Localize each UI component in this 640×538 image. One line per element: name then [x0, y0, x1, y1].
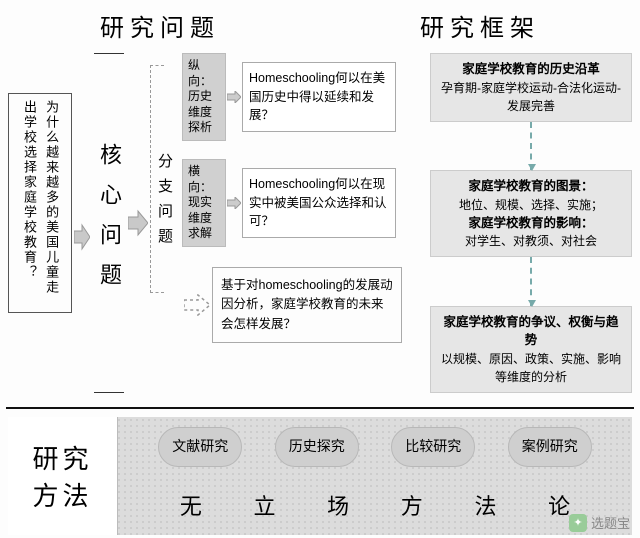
future-question-box: 基于对homeschooling的发展动因分析，家庭学校教育的未来会怎样发展？ — [212, 267, 402, 343]
sub-questions-column: 纵向：历史维度探析 Homeschooling何以在美国历史中得以延续和发展？ … — [182, 53, 412, 393]
watermark: ✦ 选题宝 — [569, 513, 630, 532]
dashed-down-arrow-icon — [430, 257, 632, 305]
stance-char: 法 — [474, 489, 496, 521]
sub-tag-vertical: 纵向：历史维度探析 — [182, 53, 226, 141]
framework-title: 家庭学校教育的历史沿革 — [439, 60, 623, 79]
sub-question-box: Homeschooling何以在现实中被美国公众选择和认可？ — [242, 168, 396, 238]
stance-char: 立 — [253, 489, 275, 521]
stance-char: 场 — [327, 489, 349, 521]
method-pill-compare: 比较研究 — [391, 427, 475, 467]
framework-box-landscape: 家庭学校教育的图景： 地位、规模、选择、实施； 家庭学校教育的影响： 对学生、对… — [430, 170, 632, 258]
stance-char: 论 — [548, 489, 570, 521]
sub-question-row: 纵向：历史维度探析 Homeschooling何以在美国历史中得以延续和发展？ — [182, 53, 412, 141]
branch-bracket: 分支问题 — [150, 53, 182, 393]
framework-title: 家庭学校教育的争议、权衡与趋势 — [439, 313, 623, 351]
methods-label-line2: 方法 — [32, 476, 92, 513]
dotted-arrow-icon — [182, 294, 212, 316]
neutral-stance-row: 无 立 场 方 法 论 — [118, 489, 632, 521]
core-question-label: 核心问题 — [94, 53, 124, 393]
arrow-icon — [226, 197, 242, 209]
block-arrow-icon — [74, 223, 90, 251]
dashed-down-arrow-icon — [430, 122, 632, 170]
header-research-framework: 研究框架 — [320, 8, 640, 43]
framework-box-trends: 家庭学校教育的争议、权衡与趋势 以规模、原因、政策、实施、影响等维度的分析 — [430, 306, 632, 394]
methods-pill-row: 文献研究 历史探究 比较研究 案例研究 — [118, 417, 632, 467]
divider — [6, 407, 634, 409]
arrow-to-core — [72, 53, 90, 393]
framework-title: 家庭学校教育的图景： — [439, 177, 623, 196]
guiding-question-box: 为什么越来越多的美国儿童走出学校选择家庭学校教育？ — [8, 93, 72, 313]
arrow-icon — [226, 91, 242, 103]
framework-body: 地位、规模、选择、实施； — [439, 196, 623, 214]
framework-title: 家庭学校教育的影响： — [439, 214, 623, 233]
main-diagram: 为什么越来越多的美国儿童走出学校选择家庭学校教育？ 核心问题 分支问题 纵向：历… — [0, 53, 640, 393]
methods-label: 研究 方法 — [8, 417, 118, 535]
future-question-row: 基于对homeschooling的发展动因分析，家庭学校教育的未来会怎样发展？ — [182, 267, 412, 343]
block-arrow-icon — [128, 209, 148, 237]
framework-box-history: 家庭学校教育的历史沿革 孕育期-家庭学校运动-合法化运动-发展完善 — [430, 53, 632, 122]
sub-question-row: 横向：现实维度求解 Homeschooling何以在现实中被美国公众选择和认可？ — [182, 159, 412, 247]
methods-label-line1: 研究 — [32, 439, 92, 476]
header-research-question: 研究问题 — [0, 8, 320, 43]
branch-label: 分支问题 — [154, 153, 175, 253]
method-pill-history: 历史探究 — [275, 427, 359, 467]
framework-body: 对学生、对教须、对社会 — [439, 232, 623, 250]
method-pill-case: 案例研究 — [508, 427, 592, 467]
sub-question-box: Homeschooling何以在美国历史中得以延续和发展？ — [242, 62, 396, 132]
framework-body: 孕育期-家庭学校运动-合法化运动-发展完善 — [439, 79, 623, 115]
framework-column: 家庭学校教育的历史沿革 孕育期-家庭学校运动-合法化运动-发展完善 家庭学校教育… — [412, 53, 632, 393]
framework-body: 以规模、原因、政策、实施、影响等维度的分析 — [439, 350, 623, 386]
stance-char: 无 — [180, 489, 202, 521]
arrow-to-branch — [128, 53, 150, 393]
methods-body: 文献研究 历史探究 比较研究 案例研究 无 立 场 方 法 论 — [118, 417, 632, 535]
research-methods-panel: 研究 方法 文献研究 历史探究 比较研究 案例研究 无 立 场 方 法 论 — [8, 417, 632, 535]
stance-char: 方 — [401, 489, 423, 521]
wechat-icon: ✦ — [569, 514, 587, 532]
header: 研究问题 研究框架 — [0, 0, 640, 53]
sub-tag-horizontal: 横向：现实维度求解 — [182, 159, 226, 247]
watermark-text: 选题宝 — [591, 513, 630, 532]
method-pill-literature: 文献研究 — [158, 427, 242, 467]
